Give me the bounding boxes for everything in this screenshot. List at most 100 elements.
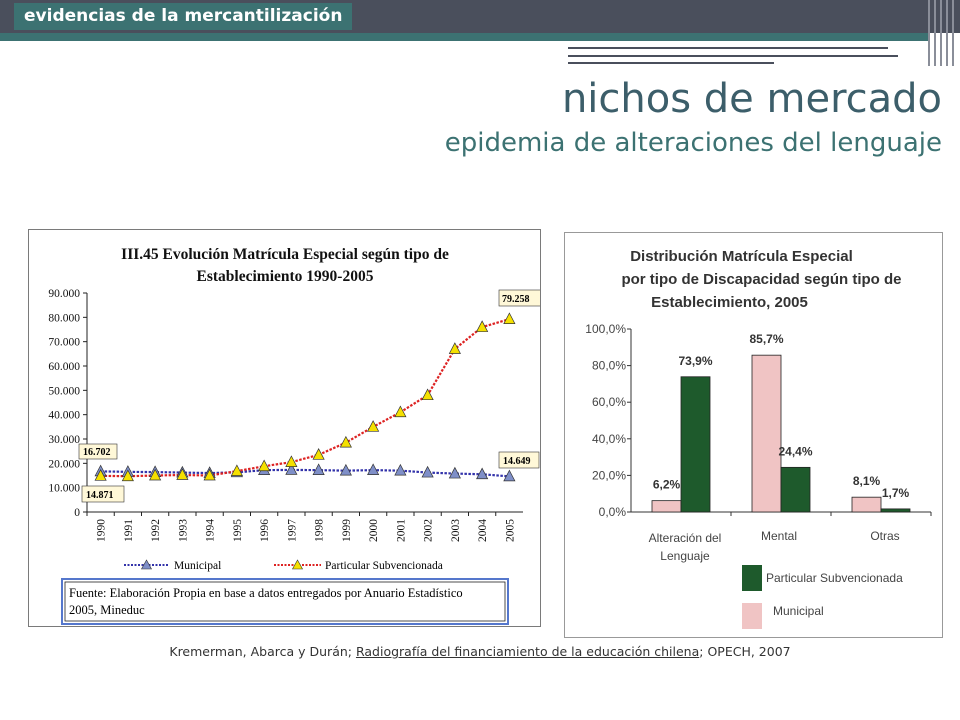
line-chart: III.45 Evolución Matrícula Especial segú… [48, 246, 542, 625]
bar-municipal [851, 496, 882, 513]
series-line-particular [100, 318, 510, 478]
bar-municipal [651, 500, 682, 513]
bar-chart-title-line3: Establecimiento, 2005 [651, 294, 808, 311]
data-point-particular [230, 464, 243, 476]
source-note-line1: Fuente: Elaboración Propia en base a dat… [69, 586, 463, 600]
chart-title-line1: III.45 Evolución Matrícula Especial segú… [121, 246, 449, 263]
data-point-municipal [367, 463, 380, 475]
data-point-particular [176, 468, 189, 480]
data-point-particular [121, 469, 134, 482]
legend-particular-label: Particular Subvencionada [766, 571, 903, 585]
data-point-particular [448, 342, 461, 354]
bar-particular [680, 376, 711, 513]
decorative-vertical-lines [926, 0, 960, 66]
x-tick-label: 1994 [205, 519, 217, 542]
data-point-municipal [503, 469, 516, 482]
data-point-particular [421, 388, 434, 401]
y-tick-label: 30.000 [48, 434, 80, 446]
legend: Municipal Particular Subvencionada [124, 559, 443, 572]
category-label-mental: Mental [760, 529, 798, 543]
decorative-rule [568, 47, 888, 49]
x-tick-label: 1999 [341, 519, 353, 542]
bar-y-tick-label: 40,0% [592, 432, 626, 446]
x-tick-label: 1995 [232, 519, 244, 542]
legend-municipal: Municipal [174, 560, 221, 572]
bar-chart: 0,0% 20,0% 40,0% 60,0% 80,0% 100,0% 6,2% 73,9%… [585, 322, 932, 519]
annotation-municipal-1990: 16.702 [83, 447, 111, 458]
data-point-particular [394, 405, 407, 418]
x-tick-label: 1992 [150, 519, 162, 542]
y-tick-label: 90.000 [48, 288, 80, 300]
data-point-municipal [285, 463, 298, 475]
category-label-otras: Otras [870, 529, 900, 543]
data-point-particular [312, 448, 325, 460]
chart-title-line2: Establecimiento 1990-2005 [197, 268, 374, 285]
annotation-particular-1990: 14.871 [86, 490, 114, 501]
data-point-particular [285, 455, 298, 467]
x-tick-label: 2005 [504, 519, 516, 542]
bar-data-label: 73,9% [678, 354, 712, 368]
bar-data-label: 24,4% [778, 444, 812, 458]
bar-particular [880, 508, 911, 513]
x-tick-label: 1998 [314, 519, 326, 542]
x-tick-label: 1997 [286, 519, 298, 542]
y-tick-label: 10.000 [48, 483, 80, 495]
x-tick-label: 1991 [123, 519, 135, 542]
bar-y-tick-label: 20,0% [592, 468, 626, 482]
page-subtitle: epidemia de alteraciones del lenguaje [444, 128, 942, 158]
x-tick-label: 2000 [368, 519, 380, 542]
bar-data-label: 8,1% [853, 474, 881, 488]
x-tick-label: 1993 [177, 519, 189, 542]
decorative-rule [568, 62, 774, 64]
x-tick-label: 1990 [96, 519, 108, 542]
y-tick-label: 70.000 [48, 337, 80, 349]
data-point-particular [367, 420, 380, 432]
annotation-particular-2005: 79.258 [502, 294, 530, 305]
bar-data-label: 85,7% [749, 332, 783, 346]
source-note: Fuente: Elaboración Propia en base a dat… [61, 578, 509, 625]
y-tick-label: 0 [74, 507, 80, 519]
bar-y-tick-label: 60,0% [592, 395, 626, 409]
source-note-line2: 2005, Mineduc [69, 603, 145, 617]
legend-municipal-label: Municipal [773, 604, 824, 618]
y-tick-label: 60.000 [48, 361, 80, 373]
source-link[interactable]: Radiografía del financiamiento de la edu… [355, 644, 700, 659]
x-tick-label: 2003 [450, 519, 462, 542]
decorative-rule [568, 55, 898, 57]
header-accent-band [0, 33, 930, 41]
x-tick-label: 1996 [259, 519, 271, 542]
y-tick-label: 40.000 [48, 410, 80, 422]
y-tick-label: 50.000 [48, 385, 80, 397]
bar-data-label: 6,2% [653, 478, 681, 492]
legend-swatch-municipal [742, 603, 762, 629]
bar-y-tick-label: 80,0% [592, 359, 626, 373]
bar-chart-title-line2: por tipo de Discapacidad según tipo de [621, 271, 902, 288]
data-point-municipal [476, 467, 489, 480]
data-point-particular [258, 459, 271, 472]
x-tick-label: 2004 [477, 519, 489, 542]
bar-y-tick-label: 100,0% [585, 322, 626, 336]
line-chart-panel: III.45 Evolución Matrícula Especial segú… [28, 229, 542, 627]
data-point-particular [339, 435, 352, 448]
category-label-lenguaje: Alteración del Lenguaje [648, 531, 722, 563]
legend-swatch-particular [742, 565, 762, 591]
bar-y-tick-label: 0,0% [599, 505, 627, 519]
data-point-particular [94, 469, 107, 481]
value-annotation-group: 16.702 14.871 79.258 14.649 [78, 289, 542, 503]
bar-data-label: 1,7% [882, 486, 910, 500]
page-title: nichos de mercado [561, 76, 942, 122]
x-tick-label: 2002 [423, 519, 435, 542]
data-point-municipal [394, 463, 407, 476]
bar-particular [780, 466, 811, 513]
data-point-particular [203, 468, 216, 481]
source-citation: Kremerman, Abarca y Durán; Radiografía d… [169, 644, 791, 659]
x-tick-label: 2001 [395, 519, 407, 542]
data-point-municipal [339, 463, 352, 476]
annotation-municipal-2005: 14.649 [503, 456, 531, 467]
data-point-municipal [421, 465, 434, 478]
section-label: evidencias de la mercantilización [14, 3, 353, 30]
bar-chart-title-line1: Distribución Matrícula Especial [630, 248, 853, 265]
series-line-municipal [100, 468, 510, 478]
bar-chart-panel: Distribución Matrícula Especial por tipo… [564, 232, 943, 638]
data-point-municipal [448, 466, 461, 479]
